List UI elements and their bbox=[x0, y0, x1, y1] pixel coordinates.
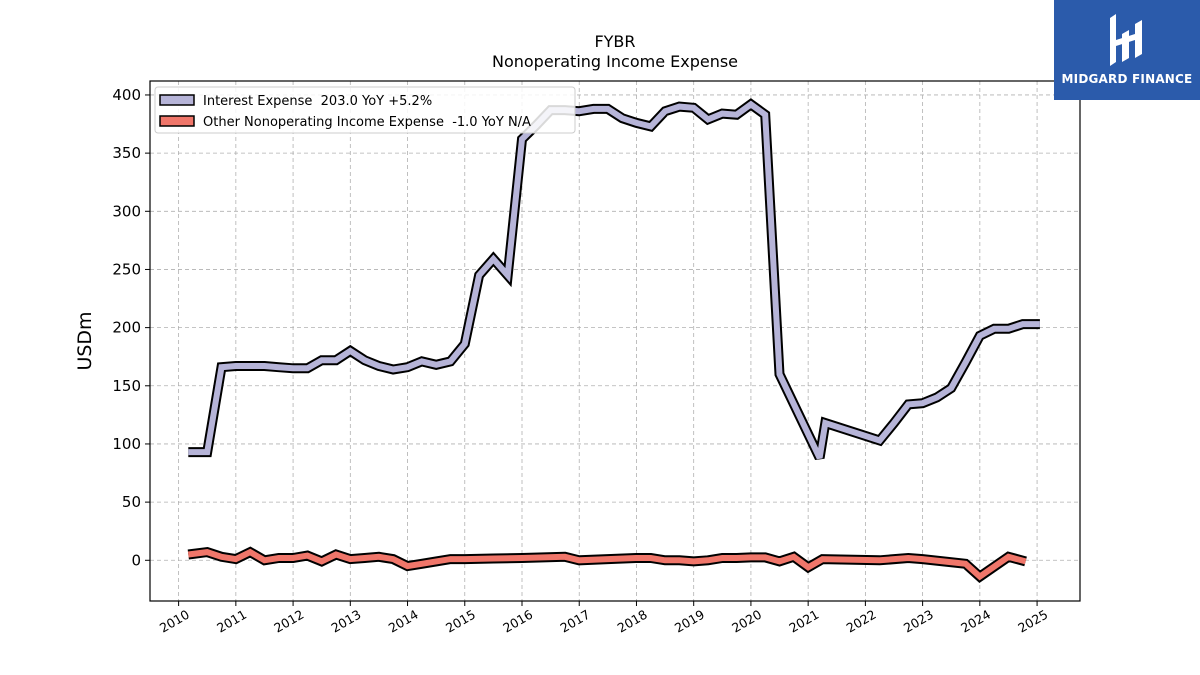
series-line-interest-expense bbox=[188, 100, 1040, 460]
x-tick-label: 2019 bbox=[672, 607, 707, 636]
x-tick-label: 2025 bbox=[1015, 607, 1050, 636]
x-tick-label: 2012 bbox=[271, 607, 306, 636]
y-tick-label: 300 bbox=[112, 202, 141, 220]
series-line-other-nonoperating-income-expense bbox=[187, 548, 1027, 581]
x-tick-label: 2024 bbox=[958, 607, 993, 636]
x-tick-label: 2011 bbox=[214, 607, 249, 636]
legend-label-interest-expense: Interest Expense 203.0 YoY +5.2% bbox=[203, 94, 432, 109]
x-tick-label: 2010 bbox=[157, 607, 192, 636]
legend-swatch-other-nonoperating bbox=[159, 115, 195, 127]
legend-box bbox=[154, 86, 576, 134]
y-tick-label: 400 bbox=[112, 86, 141, 104]
series-layer bbox=[187, 98, 1040, 583]
y-tick-label: 350 bbox=[112, 144, 141, 162]
x-tick-label: 2015 bbox=[443, 607, 478, 636]
brand-name: MIDGARD FINANCE bbox=[1061, 72, 1193, 86]
x-axis: 2010 2011 2012 2013 2014 2015 2016 2017 2018 2019… bbox=[157, 601, 1050, 636]
x-tick-label: 2013 bbox=[329, 607, 364, 636]
y-tick-label: 100 bbox=[112, 435, 141, 453]
x-tick-label: 2020 bbox=[729, 607, 764, 636]
x-tick-label: 2021 bbox=[786, 607, 821, 636]
grid bbox=[150, 81, 1080, 601]
y-tick-label: 200 bbox=[112, 319, 141, 337]
x-tick-label: 2022 bbox=[844, 607, 879, 636]
legend-label-other-nonoperating: Other Nonoperating Income Expense -1.0 Y… bbox=[203, 115, 531, 130]
y-tick-label: 150 bbox=[112, 377, 141, 395]
legend: Interest Expense 203.0 YoY +5.2% Other N… bbox=[154, 86, 576, 134]
x-tick-label: 2016 bbox=[500, 607, 535, 636]
chart-subtitle: Nonoperating Income Expense bbox=[492, 52, 738, 71]
y-axis-label: USDm bbox=[74, 311, 96, 370]
legend-swatch-interest-expense bbox=[159, 94, 195, 106]
x-tick-label: 2014 bbox=[386, 607, 421, 636]
y-tick-label: 250 bbox=[112, 260, 141, 278]
chart-title: FYBR bbox=[594, 32, 635, 51]
midgard-logo-icon bbox=[1110, 14, 1142, 66]
x-tick-label: 2018 bbox=[615, 607, 650, 636]
y-tick-label: 0 bbox=[131, 551, 141, 569]
x-tick-label: 2017 bbox=[557, 607, 592, 636]
plot-frame bbox=[149, 80, 1081, 602]
y-tick-label: 50 bbox=[122, 493, 141, 511]
y-axis: 0 50 100 150 200 250 300 350 400 bbox=[112, 86, 150, 569]
brand-logo: MIDGARD FINANCE bbox=[1054, 0, 1200, 100]
x-tick-label: 2023 bbox=[901, 607, 936, 636]
